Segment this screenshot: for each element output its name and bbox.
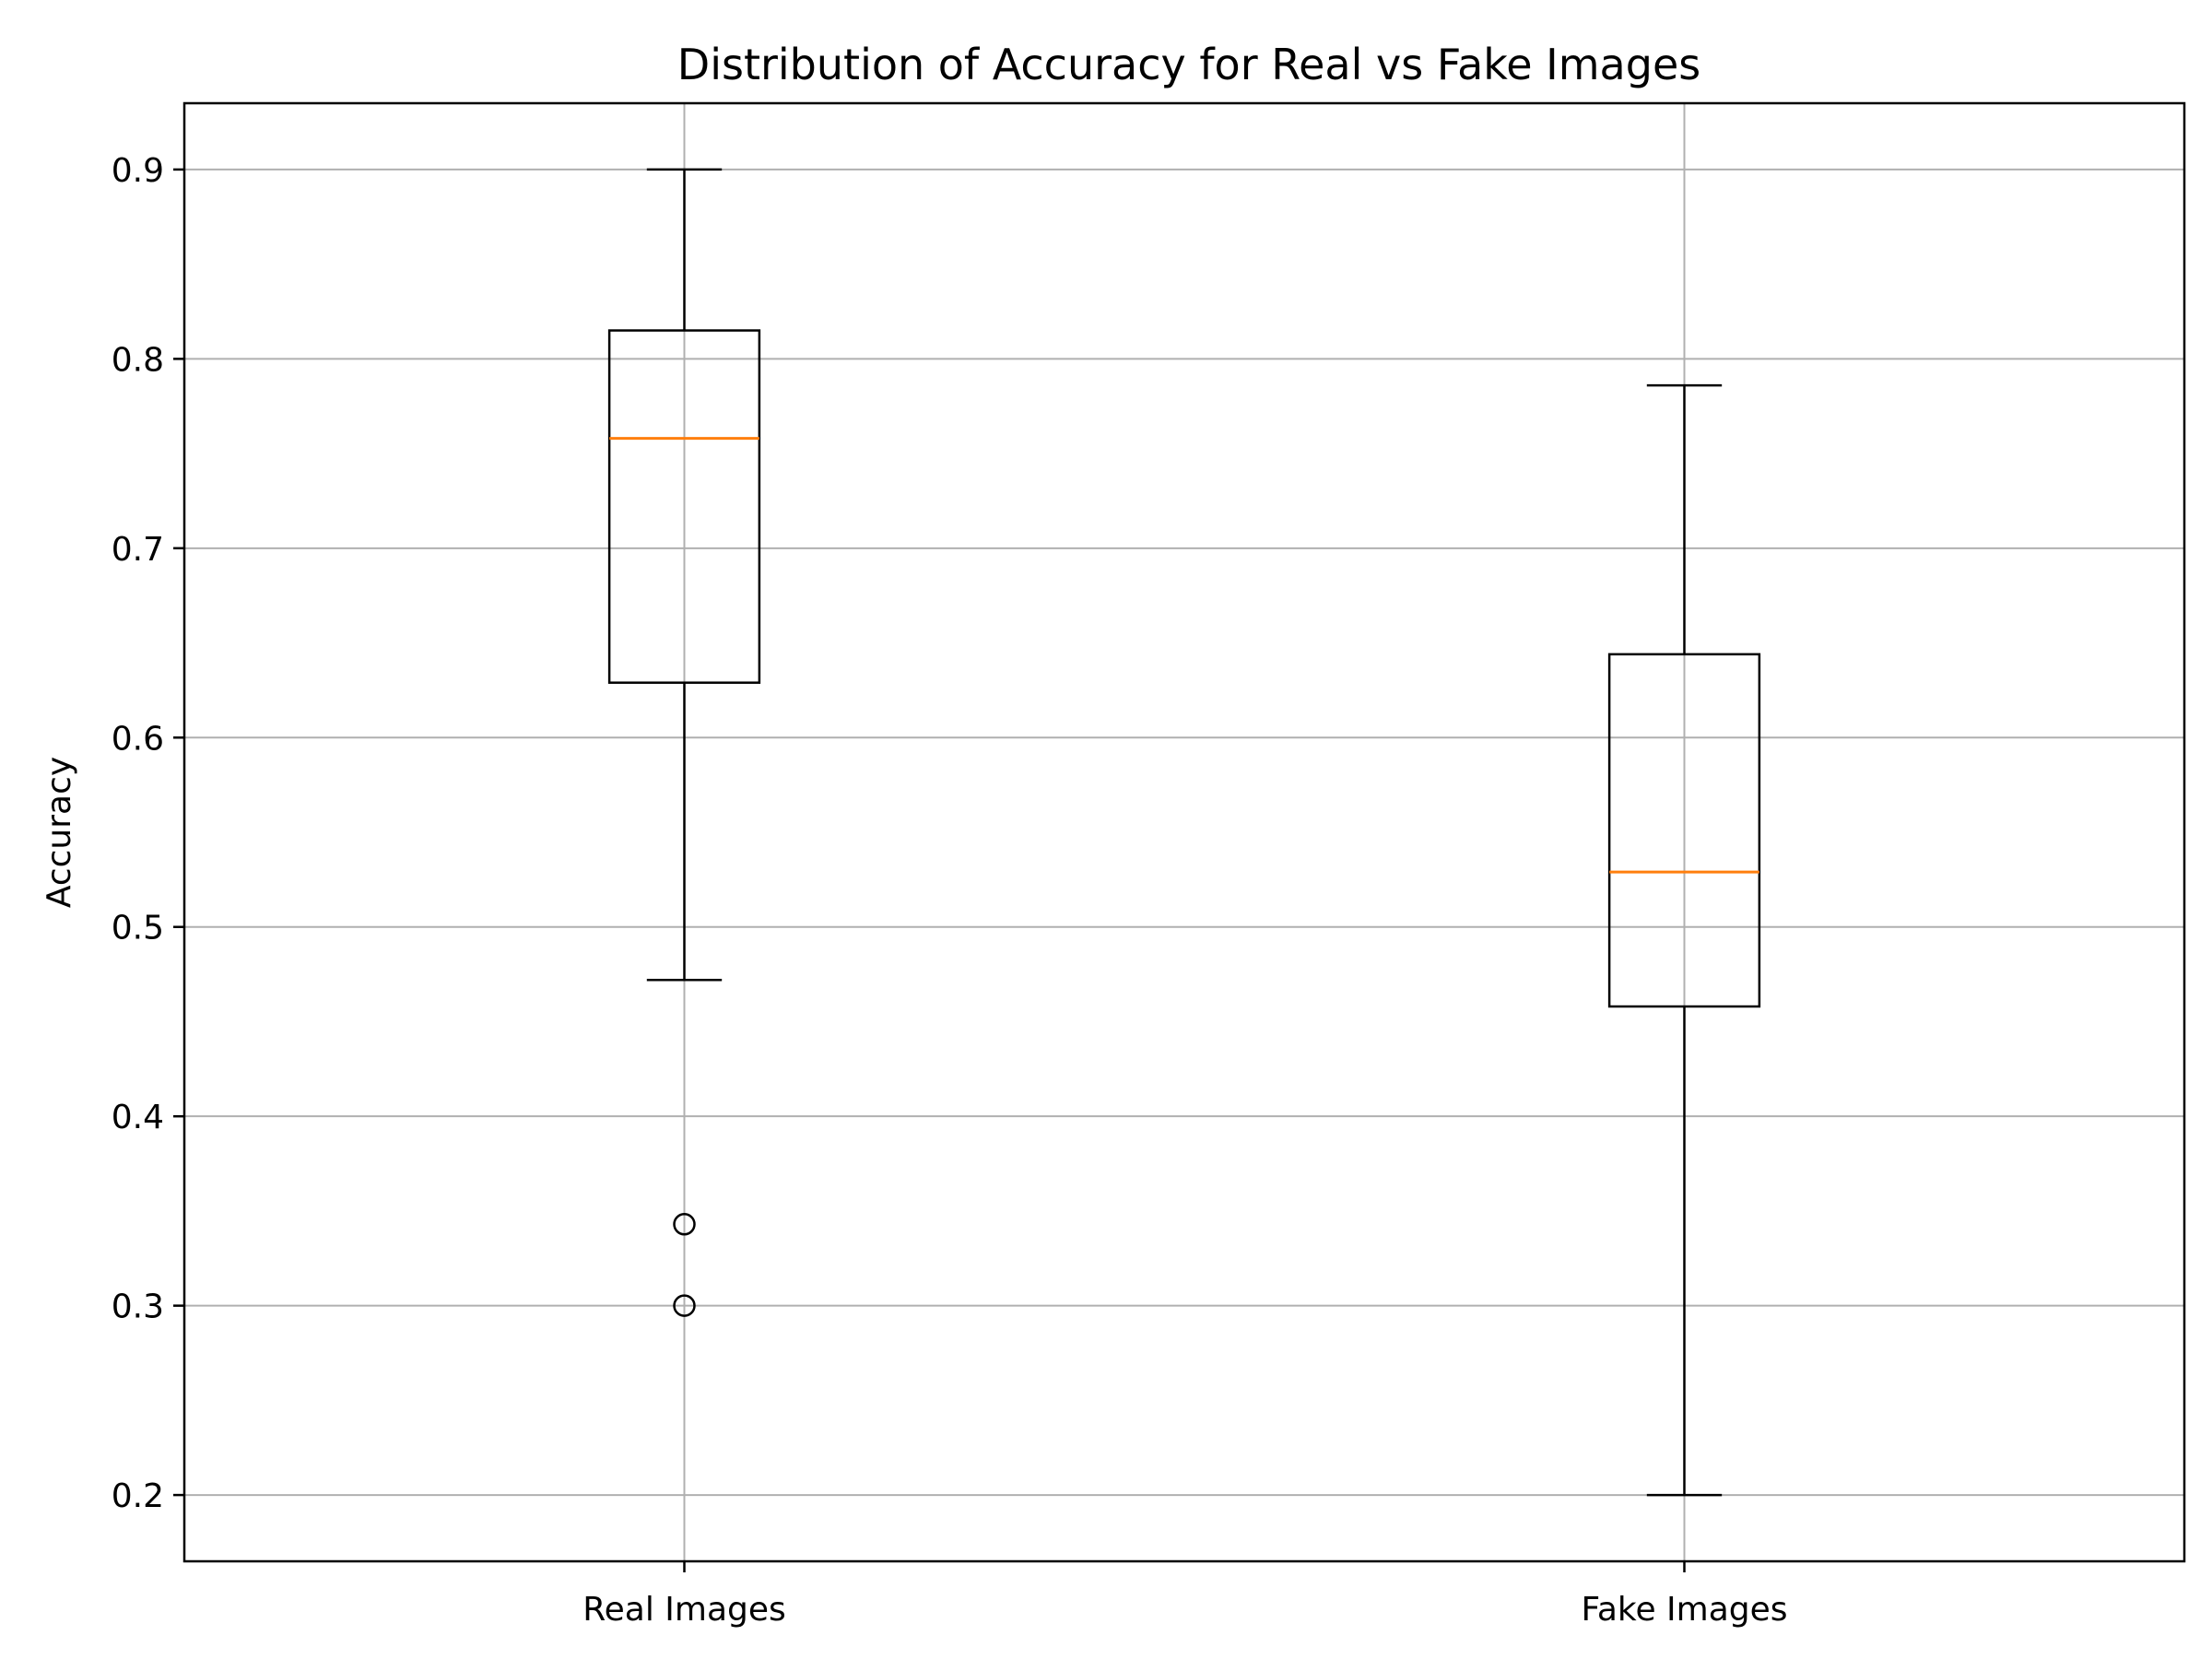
y-tick-label: 0.8 xyxy=(112,341,164,379)
y-tick-label: 0.6 xyxy=(112,720,164,758)
x-tick-label: Fake Images xyxy=(1581,1591,1787,1629)
boxes xyxy=(607,168,1761,1497)
y-tick-label: 0.3 xyxy=(112,1288,164,1326)
plot-frame xyxy=(182,101,2186,1563)
y-tick-label: 0.4 xyxy=(112,1099,164,1136)
box-group-1 xyxy=(607,168,761,1317)
grid xyxy=(184,103,2184,1561)
outlier-point xyxy=(673,1294,696,1317)
y-tick-label: 0.9 xyxy=(112,152,164,190)
iqr-box xyxy=(607,329,761,684)
y-tick-label: 0.7 xyxy=(112,531,164,569)
outlier-point xyxy=(673,1213,696,1236)
y-tick-label: 0.2 xyxy=(112,1477,164,1515)
y-tick-label: 0.5 xyxy=(112,910,164,947)
iqr-box xyxy=(1607,653,1761,1008)
y-axis-label: Accuracy xyxy=(41,757,78,908)
box-group-2 xyxy=(1607,383,1761,1497)
chart-title: Distribution of Accuracy for Real vs Fak… xyxy=(677,40,1700,89)
y-axis: 0.2 0.3 0.4 0.5 0.6 0.7 0.8 0.9 xyxy=(112,152,184,1515)
x-tick-label: Real Images xyxy=(582,1591,786,1629)
x-axis: Real Images Fake Images xyxy=(582,1561,1788,1629)
